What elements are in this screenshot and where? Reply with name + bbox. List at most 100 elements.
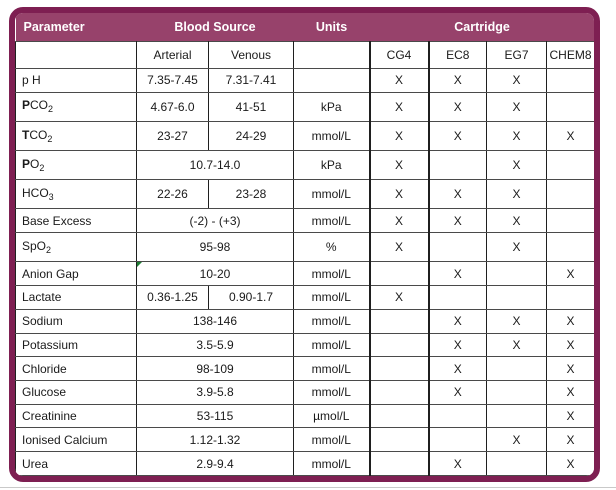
- units-cell: mmol/L: [293, 308, 371, 334]
- cartridge-mark-ec8: X: [427, 120, 488, 152]
- subheader-venous: Venous: [207, 41, 295, 69]
- subheader-cartridge-eg7: EG7: [486, 41, 548, 69]
- blood-source-range-cell: 2.9-9.4: [135, 451, 295, 476]
- parameter-cell: Anion Gap: [15, 261, 137, 287]
- cartridge-mark-ec8: [427, 285, 488, 310]
- cartridge-mark-chem8: X: [546, 403, 594, 429]
- table-row: PCO2 4.67-6.0 41-51 kPa X X X: [15, 91, 594, 122]
- cartridge-mark-cg4: [368, 451, 430, 476]
- blood-source-range-cell: 1.12-1.32: [135, 427, 295, 453]
- cartridge-mark-chem8: X: [546, 379, 594, 405]
- units-cell: mmol/L: [293, 208, 371, 234]
- cartridge-mark-ec8: X: [427, 451, 488, 476]
- header-parameter: Parameter: [15, 13, 137, 42]
- blood-source-range-cell: 98-109: [135, 356, 295, 381]
- parameter-cell: Chloride: [15, 356, 137, 381]
- units-cell: mmol/L: [293, 120, 371, 152]
- cartridge-mark-eg7: X: [486, 179, 548, 210]
- cartridge-mark-chem8: [546, 232, 594, 263]
- parameter-cell: Glucose: [15, 379, 137, 405]
- cartridge-mark-chem8: [546, 285, 594, 310]
- cartridge-mark-chem8: X: [546, 332, 594, 358]
- cartridge-mark-eg7: [486, 356, 548, 381]
- cartridge-mark-chem8: X: [546, 427, 594, 453]
- table-row: Potassium 3.5-5.9 mmol/L X X X: [15, 332, 594, 358]
- arterial-range-cell: 4.67-6.0: [136, 91, 209, 122]
- cartridge-mark-cg4: X: [368, 179, 430, 210]
- cartridge-mark-ec8: [427, 150, 488, 181]
- parameter-text: Anion Gap: [22, 266, 79, 281]
- cartridge-mark-chem8: [546, 179, 594, 210]
- parameter-text: Lactate: [22, 290, 62, 305]
- parameter-cell: Urea: [15, 451, 137, 476]
- parameter-text: Sodium: [22, 314, 63, 329]
- parameter-text: CO: [29, 127, 48, 142]
- cartridge-mark-chem8: X: [546, 120, 594, 152]
- parameter-cell: p H: [15, 68, 137, 93]
- parameter-text: Chloride: [22, 361, 67, 376]
- parameter-cell: Creatinine: [15, 403, 137, 429]
- units-cell: mmol/L: [293, 451, 371, 476]
- cartridge-mark-cg4: [368, 332, 430, 358]
- table-row: p H 7.35-7.45 7.31-7.41 X X X: [15, 68, 594, 93]
- parameter-subscript: 2: [46, 244, 52, 255]
- cartridge-mark-chem8: X: [546, 451, 594, 476]
- parameter-subscript: 2: [47, 133, 53, 144]
- cartridge-mark-eg7: X: [486, 120, 548, 152]
- cartridge-mark-chem8: X: [546, 261, 594, 287]
- units-cell: mmol/L: [293, 427, 371, 453]
- header-blood-source: Blood Source: [136, 13, 294, 42]
- venous-range-cell: 7.31-7.41: [207, 68, 295, 93]
- cartridge-mark-cg4: [368, 379, 430, 405]
- parameter-cell: TCO2: [15, 120, 137, 152]
- parameter-text: Urea: [22, 456, 49, 471]
- arterial-range-cell: 22-26: [136, 179, 209, 210]
- subheader-empty-units: [293, 41, 371, 69]
- parameter-cell: HCO3: [15, 179, 137, 210]
- units-cell: [293, 68, 371, 93]
- subheader-empty-parameter: [15, 41, 137, 69]
- table-row: Ionised Calcium 1.12-1.32 mmol/L X X: [15, 427, 594, 453]
- cartridge-mark-ec8: X: [427, 91, 488, 122]
- parameter-text: P: [22, 156, 31, 171]
- blood-source-range-cell: (-2) - (+3): [135, 208, 295, 234]
- cartridge-mark-eg7: [486, 285, 548, 310]
- parameter-cell: Lactate: [15, 285, 137, 310]
- subheader-cartridge-cg4: CG4: [368, 41, 430, 69]
- units-cell: kPa: [293, 150, 371, 181]
- cartridge-mark-ec8: [427, 403, 488, 429]
- cartridge-mark-cg4: X: [368, 91, 430, 122]
- cartridge-mark-eg7: X: [486, 427, 548, 453]
- cartridge-mark-ec8: X: [427, 68, 488, 93]
- table-row: Urea 2.9-9.4 mmol/L X X: [15, 451, 594, 476]
- parameter-text: O: [30, 156, 40, 171]
- table-row: Lactate 0.36-1.25 0.90-1.7 mmol/L X: [15, 285, 594, 310]
- venous-range-cell: 0.90-1.7: [207, 285, 295, 310]
- parameter-text: Ionised Calcium: [22, 432, 108, 447]
- cartridge-mark-ec8: [427, 232, 488, 263]
- cartridge-mark-ec8: X: [427, 179, 488, 210]
- cartridge-mark-chem8: [546, 208, 594, 234]
- blood-gas-reference-table: Parameter Blood Source Units Cartridge Arter…: [15, 13, 594, 476]
- parameter-cell: PO2: [15, 150, 137, 181]
- parameter-text: SpO: [22, 238, 47, 253]
- table-row: Anion Gap 10-20 mmol/L X X: [15, 261, 594, 287]
- cartridge-mark-cg4: [368, 403, 430, 429]
- parameter-cell: Sodium: [15, 308, 137, 334]
- table-row: Sodium 138-146 mmol/L X X X: [15, 308, 594, 334]
- blood-source-range-cell: 10-20: [135, 261, 295, 287]
- units-cell: mmol/L: [293, 179, 371, 210]
- cartridge-mark-eg7: [486, 451, 548, 476]
- cartridge-mark-eg7: X: [486, 208, 548, 234]
- cartridge-mark-ec8: X: [427, 308, 488, 334]
- header-cartridge: Cartridge: [369, 13, 594, 42]
- cartridge-mark-cg4: [368, 308, 430, 334]
- units-cell: mmol/L: [293, 261, 371, 287]
- parameter-text: Base Excess: [22, 213, 92, 228]
- blood-source-range-cell: 53-115: [135, 403, 295, 429]
- blood-source-range-cell: 95-98: [135, 232, 295, 263]
- parameter-text: HCO: [22, 185, 49, 200]
- parameter-cell: PCO2: [15, 91, 137, 122]
- units-cell: kPa: [293, 91, 371, 122]
- cartridge-mark-cg4: X: [368, 68, 430, 93]
